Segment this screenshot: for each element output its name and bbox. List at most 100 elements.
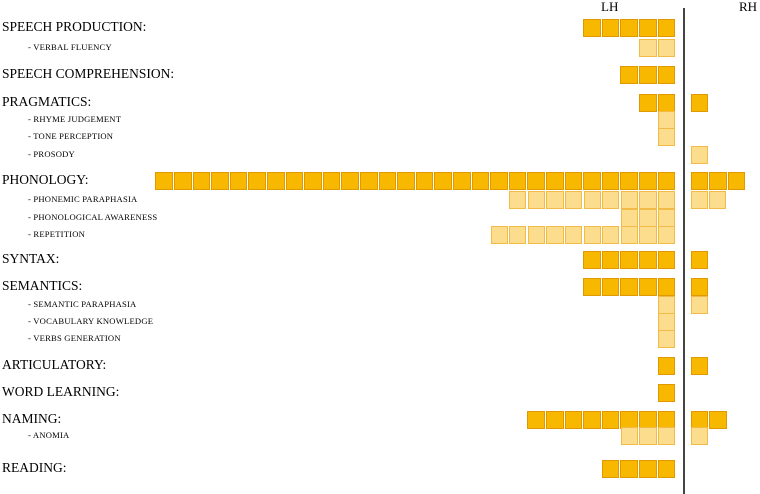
lh-square-phonemic-paraphasia bbox=[583, 191, 601, 209]
lh-square-phonology bbox=[620, 172, 638, 190]
lh-square-anomia bbox=[639, 427, 657, 445]
lh-square-phonemic-paraphasia bbox=[620, 191, 638, 209]
lh-square-phonology bbox=[639, 172, 657, 190]
lh-square-pragmatics bbox=[639, 94, 657, 112]
lh-square-tone-perception bbox=[658, 128, 676, 146]
label-tone-perception: - TONE PERCEPTION bbox=[28, 131, 114, 141]
lh-square-vocabulary-knowledge bbox=[658, 313, 676, 331]
lh-square-phonology bbox=[267, 172, 285, 190]
lh-square-repetition bbox=[546, 226, 564, 244]
lh-square-verbal-fluency bbox=[658, 39, 676, 57]
lh-square-phonemic-paraphasia bbox=[546, 191, 564, 209]
lh-square-repetition bbox=[639, 226, 657, 244]
rh-square-naming bbox=[709, 411, 727, 429]
rh-square-prosody bbox=[690, 146, 708, 164]
rh-square-semantic-paraphasia bbox=[690, 296, 708, 314]
lh-square-anomia bbox=[658, 427, 676, 445]
rh-square-naming bbox=[690, 411, 709, 429]
label-repetition: - REPETITION bbox=[28, 229, 86, 239]
lh-square-phonology bbox=[397, 172, 415, 190]
rh-square-phonemic-paraphasia bbox=[709, 191, 727, 209]
label-vocabulary-knowledge: - VOCABULARY KNOWLEDGE bbox=[28, 316, 154, 326]
lh-square-phonology bbox=[564, 172, 583, 190]
lh-square-speech-production bbox=[620, 19, 638, 37]
lh-square-repetition bbox=[658, 226, 676, 244]
lh-square-naming bbox=[601, 411, 620, 429]
rh-square-phonology bbox=[727, 172, 746, 190]
lh-square-phonology bbox=[155, 172, 173, 190]
lh-square-articulatory bbox=[657, 357, 676, 375]
label-reading: READING: bbox=[2, 460, 67, 475]
label-syntax: SYNTAX: bbox=[2, 251, 60, 266]
lh-square-phonemic-paraphasia bbox=[509, 191, 527, 209]
lh-square-phonology bbox=[229, 172, 248, 190]
label-speech-comprehension: SPEECH COMPREHENSION: bbox=[2, 66, 175, 81]
label-word-learning: WORD LEARNING: bbox=[2, 384, 120, 399]
lh-square-reading bbox=[639, 460, 657, 478]
lh-square-speech-production bbox=[583, 19, 601, 37]
lh-square-pragmatics bbox=[657, 94, 676, 112]
lh-square-anomia bbox=[620, 427, 638, 445]
lh-square-phonology bbox=[434, 172, 452, 190]
label-speech-production: SPEECH PRODUCTION: bbox=[2, 19, 147, 34]
label-naming: NAMING: bbox=[2, 411, 62, 426]
lh-square-speech-comprehension bbox=[620, 66, 638, 84]
lh-square-phonology bbox=[285, 172, 304, 190]
label-phonology: PHONOLOGY: bbox=[2, 172, 89, 187]
lh-square-rhyme-judgement bbox=[658, 111, 676, 129]
lh-square-speech-comprehension bbox=[639, 66, 657, 84]
lh-square-speech-production bbox=[639, 19, 657, 37]
label-phonemic-paraphasia: - PHONEMIC PARAPHASIA bbox=[28, 194, 138, 204]
lh-square-semantic-paraphasia bbox=[658, 296, 676, 314]
lh-square-speech-production bbox=[657, 19, 676, 37]
lh-square-phonology bbox=[192, 172, 211, 190]
label-rhyme-judgement: - RHYME JUDGEMENT bbox=[28, 114, 122, 124]
lh-square-phonology bbox=[546, 172, 564, 190]
lh-square-reading bbox=[601, 460, 620, 478]
label-pragmatics: PRAGMATICS: bbox=[2, 94, 92, 109]
lh-square-phonological-awareness bbox=[658, 209, 676, 227]
lh-square-phonology bbox=[415, 172, 434, 190]
lh-square-reading bbox=[657, 460, 676, 478]
lh-square-word-learning bbox=[657, 384, 676, 402]
lh-square-naming bbox=[527, 411, 545, 429]
lh-square-syntax bbox=[583, 251, 601, 269]
lh-square-semantics bbox=[620, 278, 638, 296]
lh-square-phonology bbox=[490, 172, 508, 190]
lh-square-syntax bbox=[620, 251, 638, 269]
hemisphere-divider bbox=[683, 8, 685, 494]
lh-square-repetition bbox=[620, 226, 638, 244]
lh-square-phonology bbox=[174, 172, 192, 190]
rh-square-articulatory bbox=[690, 357, 709, 375]
label-verbs-generation: - VERBS GENERATION bbox=[28, 333, 121, 343]
lh-header: LH bbox=[601, 0, 619, 14]
lh-square-phonology bbox=[471, 172, 490, 190]
lh-square-phonological-awareness bbox=[639, 209, 657, 227]
lh-square-phonology bbox=[304, 172, 322, 190]
label-anomia: - ANOMIA bbox=[28, 430, 70, 440]
lh-square-naming bbox=[657, 411, 676, 429]
lh-square-phonology bbox=[211, 172, 229, 190]
rh-square-anomia bbox=[690, 427, 708, 445]
rh-square-syntax bbox=[690, 251, 709, 269]
lh-square-phonology bbox=[341, 172, 359, 190]
lh-square-phonology bbox=[248, 172, 266, 190]
lh-square-verbal-fluency bbox=[639, 39, 657, 57]
rh-square-phonemic-paraphasia bbox=[690, 191, 708, 209]
lh-square-syntax bbox=[601, 251, 620, 269]
lh-square-phonemic-paraphasia bbox=[527, 191, 545, 209]
lh-square-verbs-generation bbox=[658, 330, 676, 348]
lh-square-repetition bbox=[583, 226, 601, 244]
lh-square-naming bbox=[583, 411, 601, 429]
rh-square-phonology bbox=[690, 172, 709, 190]
lh-square-semantics bbox=[657, 278, 676, 296]
label-articulatory: ARTICULATORY: bbox=[2, 357, 107, 372]
rh-square-phonology bbox=[709, 172, 727, 190]
lh-square-syntax bbox=[639, 251, 657, 269]
label-phonological-awareness: - PHONOLOGICAL AWARENESS bbox=[28, 212, 158, 222]
lh-square-naming bbox=[546, 411, 564, 429]
lh-square-phonology bbox=[322, 172, 341, 190]
lh-square-speech-comprehension bbox=[657, 66, 676, 84]
lh-square-speech-production bbox=[601, 19, 620, 37]
